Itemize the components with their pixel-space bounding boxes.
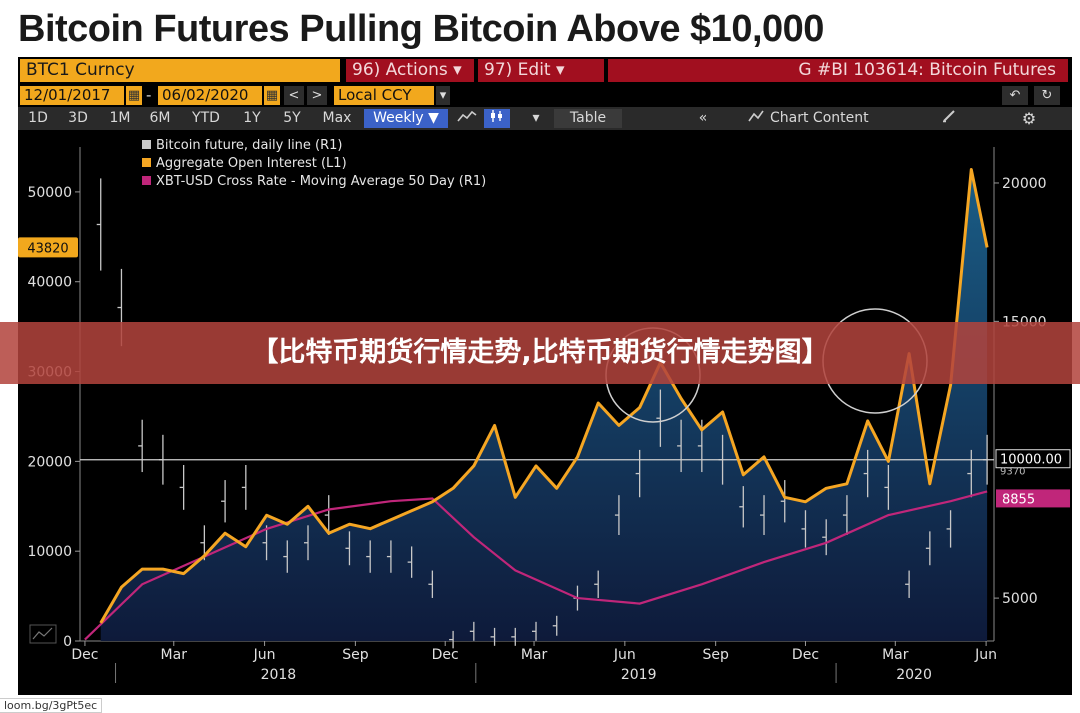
chart-toolbar: 1D 3D 1M 6M YTD 1Y 5Y Max Weekly ▼ ▾ Tab… bbox=[18, 107, 1072, 130]
frequency-select[interactable]: Weekly ▼ bbox=[364, 109, 448, 128]
start-date-field[interactable]: 12/01/2017 bbox=[20, 86, 124, 105]
moving-average-tag-label: 8855 bbox=[1002, 492, 1035, 507]
prev-period-button[interactable]: < bbox=[284, 86, 304, 105]
table-button[interactable]: Table bbox=[554, 109, 622, 128]
chart-plot: 0100002000030000400005000050001500020000… bbox=[18, 131, 1072, 695]
actions-menu-button[interactable]: 96) Actions ▾ bbox=[346, 59, 474, 82]
chart-content-icon bbox=[746, 109, 766, 128]
legend-label: Bitcoin future, daily line (R1) bbox=[156, 138, 343, 153]
left-tick-label: 40000 bbox=[27, 275, 72, 291]
x-tick-label: Mar bbox=[161, 647, 188, 663]
period-1d[interactable]: 1D bbox=[28, 110, 48, 126]
open-interest-tag bbox=[18, 237, 78, 258]
left-tick-label: 20000 bbox=[27, 454, 72, 470]
period-6m[interactable]: 6M bbox=[149, 110, 171, 126]
left-tick-label: 50000 bbox=[27, 185, 72, 201]
end-date-field[interactable]: 06/02/2020 bbox=[158, 86, 262, 105]
right-tick-label: 20000 bbox=[1002, 176, 1047, 192]
period-ytd[interactable]: YTD bbox=[192, 110, 220, 126]
open-interest-tag-label: 43820 bbox=[27, 241, 68, 256]
bitcoin-future-tag-label: 10000.00 bbox=[1000, 453, 1062, 468]
start-calendar-icon[interactable]: ▦ bbox=[126, 86, 142, 105]
currency-select[interactable]: Local CCY bbox=[334, 86, 434, 105]
banner-overlay bbox=[0, 322, 1080, 384]
date-range-bar: 12/01/2017 ▦ - 06/02/2020 ▦ < > Local CC… bbox=[18, 85, 1072, 107]
x-tick-label: Dec bbox=[432, 647, 459, 663]
period-3d[interactable]: 3D bbox=[68, 110, 88, 126]
right-tick-label: 5000 bbox=[1002, 591, 1038, 607]
x-tick-label: Sep bbox=[702, 647, 729, 663]
ticker-field[interactable]: BTC1 Curncy bbox=[20, 59, 340, 82]
edit-chart-icon[interactable] bbox=[936, 109, 962, 128]
edit-menu-button[interactable]: 97) Edit ▾ bbox=[478, 59, 604, 82]
period-5y[interactable]: 5Y bbox=[283, 110, 301, 126]
legend-swatch bbox=[142, 140, 151, 149]
period-1y[interactable]: 1Y bbox=[243, 110, 261, 126]
x-tick-label: Dec bbox=[71, 647, 98, 663]
period-max[interactable]: Max bbox=[322, 110, 352, 126]
x-year-label: 2019 bbox=[621, 667, 657, 683]
left-tick-label: 10000 bbox=[27, 544, 72, 560]
settings-gear-icon[interactable]: ⚙ bbox=[1021, 109, 1037, 128]
x-tick-label: Jun bbox=[253, 647, 276, 663]
legend-label: XBT-USD Cross Rate - Moving Average 50 D… bbox=[156, 174, 486, 189]
moving-average-line bbox=[84, 490, 988, 641]
left-tick-label: 0 bbox=[63, 634, 72, 650]
next-period-button[interactable]: > bbox=[307, 86, 327, 105]
collapse-icon[interactable]: « bbox=[698, 110, 708, 126]
bitcoin-future-tag bbox=[995, 449, 1071, 469]
short-url[interactable]: loom.bg/3gPt5ec bbox=[0, 698, 103, 713]
line-chart-icon[interactable] bbox=[454, 109, 480, 128]
banner-text: 【比特币期货行情走势,比特币期货行情走势图】 bbox=[251, 337, 829, 368]
legend-swatch bbox=[142, 158, 151, 167]
open-interest-area bbox=[100, 169, 988, 641]
moving-average-tag bbox=[996, 489, 1070, 508]
x-tick-label: Mar bbox=[882, 647, 909, 663]
undo-icon[interactable]: ↶ bbox=[1002, 86, 1028, 105]
mini-chart-icon[interactable] bbox=[29, 624, 57, 644]
x-tick-label: Dec bbox=[792, 647, 819, 663]
terminal-window: BTC1 Curncy 96) Actions ▾ 97) Edit ▾ G #… bbox=[18, 57, 1072, 695]
period-1m[interactable]: 1M bbox=[109, 110, 131, 126]
end-calendar-icon[interactable]: ▦ bbox=[264, 86, 280, 105]
chart-content-button[interactable]: Chart Content bbox=[770, 110, 869, 126]
chart-type-dropdown-icon[interactable]: ▾ bbox=[532, 110, 540, 126]
legend-box bbox=[136, 135, 536, 191]
x-tick-label: Sep bbox=[342, 647, 369, 663]
page-title: G #BI 103614: Bitcoin Futures bbox=[608, 59, 1068, 82]
x-tick-label: Jun bbox=[974, 647, 997, 663]
refresh-icon[interactable]: ↻ bbox=[1034, 86, 1060, 105]
open-interest-line bbox=[99, 168, 989, 624]
bitcoin-future-subtag-label: 9370 bbox=[1000, 467, 1025, 478]
legend-swatch bbox=[142, 176, 151, 185]
legend-label: Aggregate Open Interest (L1) bbox=[156, 156, 347, 171]
x-tick-label: Mar bbox=[521, 647, 548, 663]
currency-dropdown-icon[interactable]: ▾ bbox=[436, 86, 450, 105]
x-tick-label: Jun bbox=[613, 647, 636, 663]
x-year-label: 2020 bbox=[896, 667, 932, 683]
headline: Bitcoin Futures Pulling Bitcoin Above $1… bbox=[18, 8, 824, 50]
command-bar: BTC1 Curncy 96) Actions ▾ 97) Edit ▾ G #… bbox=[18, 57, 1072, 84]
mini-chart-icon-glyph bbox=[32, 627, 53, 640]
x-year-label: 2018 bbox=[261, 667, 297, 683]
candlestick-icon[interactable] bbox=[484, 109, 510, 128]
date-separator: - bbox=[146, 86, 152, 104]
